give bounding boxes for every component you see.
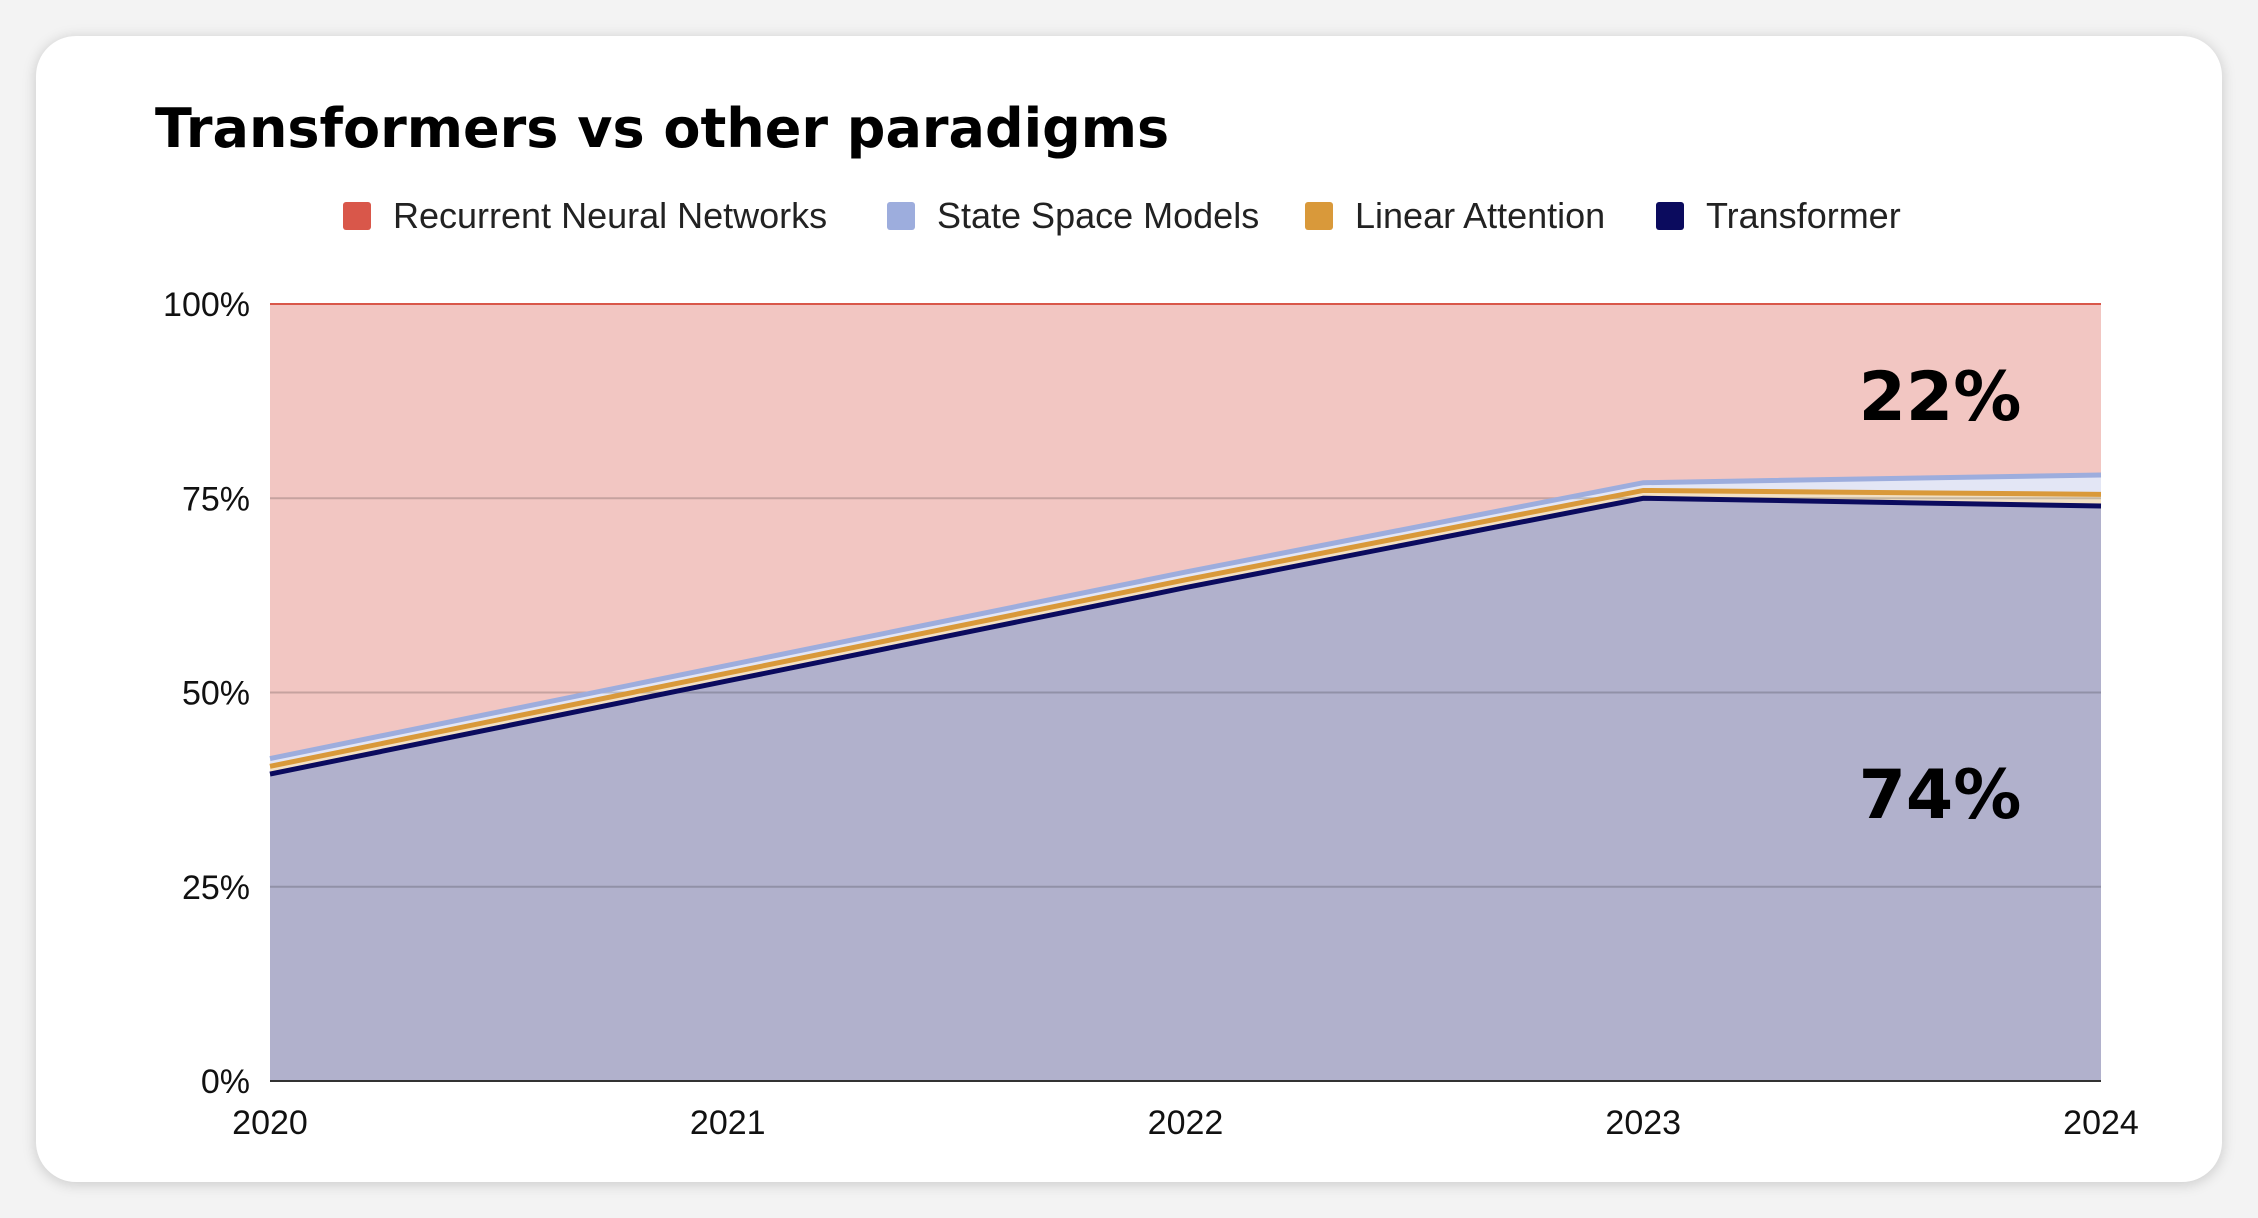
- plot-areas: [270, 304, 2101, 1081]
- annotation-label: 22%: [1859, 358, 2022, 437]
- x-tick-label: 2023: [1605, 1104, 1681, 1142]
- line-transformer: [269, 495, 2102, 777]
- x-tick-label: 2024: [2063, 1104, 2139, 1142]
- legend-swatch: [1305, 202, 1333, 230]
- legend-swatch: [887, 202, 915, 230]
- legend-label: Transformer: [1706, 195, 1901, 236]
- legend-item: Recurrent Neural Networks: [343, 195, 827, 236]
- x-tick-label: 2021: [690, 1104, 766, 1142]
- annotation-label: 74%: [1859, 756, 2022, 835]
- legend-label: Recurrent Neural Networks: [393, 195, 827, 236]
- legend-swatch: [343, 202, 371, 230]
- annotations: 22% 74%: [1859, 358, 2022, 835]
- axes: 0% 25% 50% 75% 100% 2020 2021 2022 2023 2024: [163, 286, 2139, 1142]
- series-lines: [269, 303, 2102, 777]
- legend-swatch: [1656, 202, 1684, 230]
- legend-label: State Space Models: [937, 195, 1259, 236]
- y-tick-label: 25%: [182, 869, 250, 907]
- x-tick-label: 2020: [232, 1104, 308, 1142]
- y-tick-label: 50%: [182, 675, 250, 713]
- chart-title: Transformers vs other paradigms: [155, 97, 1169, 160]
- legend-item: Linear Attention: [1305, 195, 1605, 236]
- legend-label: Linear Attention: [1355, 195, 1605, 236]
- legend-item: State Space Models: [887, 195, 1259, 236]
- area-recurrent-neural-networks: [270, 304, 2101, 759]
- line-state-space-models: [269, 472, 2102, 761]
- legend: Recurrent Neural Networks State Space Mod…: [343, 195, 1901, 236]
- y-tick-label: 100%: [163, 286, 250, 324]
- gridlines: [270, 497, 2101, 888]
- x-tick-label: 2022: [1148, 1104, 1224, 1142]
- y-tick-label: 75%: [182, 480, 250, 518]
- y-tick-label: 0%: [201, 1063, 250, 1101]
- area-transformer: [270, 498, 2101, 1081]
- line-linear-attention: [269, 487, 2102, 769]
- legend-item: Transformer: [1656, 195, 1901, 236]
